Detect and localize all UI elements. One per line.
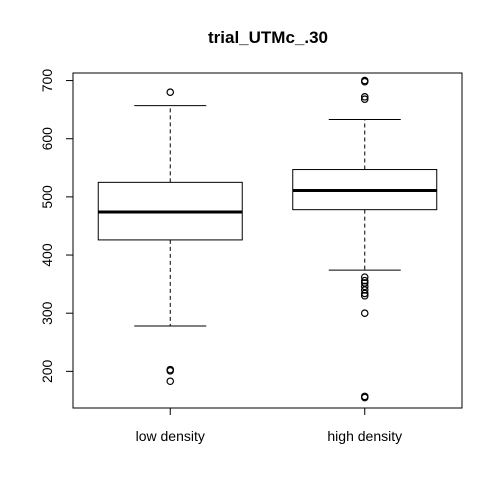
y-tick-label: 600 xyxy=(39,127,55,151)
outlier-point xyxy=(360,95,369,103)
y-tick-label: 200 xyxy=(39,359,55,383)
x-tick-label: low density xyxy=(136,428,205,444)
outlier-point xyxy=(360,393,369,402)
outlier-point xyxy=(360,291,369,300)
box-group xyxy=(97,88,243,386)
chart-title: trial_UTMc_.30 xyxy=(208,28,328,47)
outlier-point xyxy=(166,377,175,386)
plot-frame xyxy=(72,72,463,409)
y-axis: 200 300 400 500 600 700 xyxy=(39,69,74,383)
outlier-point xyxy=(360,93,369,101)
outlier-point xyxy=(360,309,369,317)
y-tick-label: 400 xyxy=(39,243,55,267)
y-tick-label: 500 xyxy=(39,185,55,209)
y-tick-label: 300 xyxy=(39,301,55,325)
outlier-point xyxy=(360,77,369,86)
box-group xyxy=(292,76,438,402)
outlier-point xyxy=(360,289,369,298)
x-axis: low density high density xyxy=(136,408,402,444)
y-tick-label: 700 xyxy=(39,69,55,93)
outlier-point xyxy=(166,88,175,96)
boxes-layer xyxy=(97,76,438,402)
x-tick-label: high density xyxy=(327,428,402,444)
outlier-point xyxy=(166,366,175,375)
